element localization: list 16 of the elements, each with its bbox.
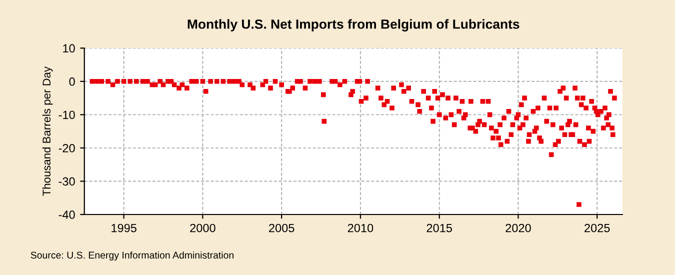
x-tick-label: 2010 [348, 224, 374, 232]
x-tick-label: 2020 [506, 224, 531, 232]
y-tick-label: 0 [69, 77, 75, 86]
y-tick-label: -30 [58, 177, 75, 186]
y-tick-label: -40 [58, 210, 75, 219]
chart-title: Monthly U.S. Net Imports from Belgium of Lubricants [188, 19, 520, 32]
y-tick-label: -20 [58, 144, 75, 152]
source-note: Source: U.S. Energy Information Administration [30, 251, 234, 261]
x-tick-label: 2005 [269, 224, 294, 232]
x-tick-label: 2000 [190, 224, 216, 232]
y-tick-label: 10 [63, 44, 75, 53]
y-tick-label: -10 [58, 110, 75, 120]
y-axis-title: Thousand Barrels per Day [42, 66, 53, 196]
x-tick-label: 2015 [426, 224, 452, 232]
x-tick-label: 2025 [584, 224, 610, 232]
x-tick-label: 1995 [112, 224, 136, 232]
